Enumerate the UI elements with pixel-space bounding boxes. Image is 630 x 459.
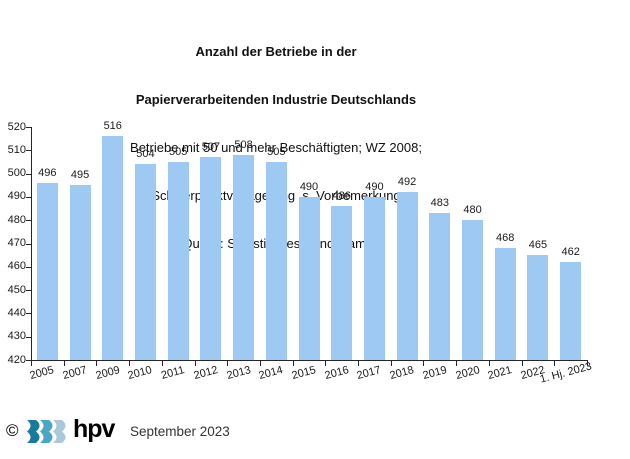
hpv-logo-chevron-1 — [27, 420, 40, 443]
y-tick-mark — [26, 290, 31, 292]
y-tick-mark — [26, 243, 31, 245]
x-tick-mark — [423, 361, 425, 366]
bar — [102, 136, 124, 360]
x-tick-mark — [96, 361, 98, 366]
bar-value-label: 516 — [103, 120, 122, 133]
x-tick-mark — [292, 361, 294, 366]
y-tick-label: 490 — [7, 190, 26, 203]
chart-title-line-1: Anzahl der Betriebe in der — [195, 44, 357, 59]
y-tick-mark — [26, 220, 31, 222]
bar-value-label: 495 — [70, 169, 90, 182]
y-tick-label: 430 — [7, 330, 26, 343]
bar-value-label: 492 — [397, 176, 417, 189]
bar — [429, 213, 451, 360]
y-tick-mark — [26, 150, 31, 152]
bar — [527, 255, 549, 360]
x-tick-mark — [161, 361, 163, 366]
y-tick-label: 500 — [7, 167, 26, 180]
bar — [363, 196, 385, 360]
bar — [462, 220, 484, 360]
bar — [69, 185, 91, 360]
bar-value-label: 505 — [168, 145, 188, 158]
hpv-logo-text: hpv — [73, 415, 115, 443]
bar-value-label: 480 — [463, 204, 482, 217]
bar-value-label: 462 — [561, 246, 580, 259]
x-tick-mark — [456, 361, 458, 366]
bar-value-label: 468 — [496, 232, 515, 245]
bar-value-label: 486 — [332, 190, 351, 203]
x-tick-mark — [554, 361, 556, 366]
bar-value-label: 504 — [136, 148, 155, 161]
chart-title-line-2: Papierverarbeitenden Industrie Deutschla… — [135, 92, 417, 107]
y-tick-label: 510 — [7, 143, 26, 156]
x-tick-mark — [227, 361, 229, 366]
x-tick-mark — [63, 361, 65, 366]
x-tick-mark — [259, 361, 261, 366]
x-tick-mark — [129, 361, 131, 366]
bar — [331, 206, 353, 360]
bar — [36, 182, 58, 360]
bar-value-label: 490 — [365, 180, 384, 193]
x-axis-line — [31, 360, 588, 361]
hpv-logo-icon — [27, 420, 66, 443]
y-tick-mark — [26, 313, 31, 315]
bar-value-label: 508 — [234, 138, 253, 151]
y-tick-mark — [26, 173, 31, 175]
footer-date-label: September 2023 — [130, 424, 230, 439]
bar — [167, 161, 189, 360]
copyright-icon: © — [6, 421, 19, 440]
bar — [233, 154, 255, 360]
bar — [494, 248, 516, 360]
y-tick-mark — [26, 196, 31, 198]
bar-value-label: 465 — [528, 239, 548, 252]
y-tick-mark — [26, 360, 31, 361]
hpv-logo-chevron-3 — [53, 420, 66, 443]
y-tick-label: 470 — [7, 237, 26, 249]
y-tick-mark — [26, 336, 31, 338]
y-tick-label: 460 — [7, 260, 26, 273]
bar-value-label: 490 — [299, 180, 319, 193]
y-tick-label: 420 — [7, 353, 26, 366]
y-tick-label: 480 — [7, 213, 26, 226]
x-tick-mark — [358, 361, 360, 366]
bar — [560, 262, 582, 360]
bar-value-label: 507 — [201, 141, 221, 154]
x-tick-mark — [325, 361, 327, 366]
y-tick-mark — [26, 266, 31, 268]
y-tick-label: 450 — [7, 283, 26, 296]
bar — [298, 196, 320, 360]
bar-value-label: 505 — [267, 145, 286, 158]
x-tick-mark — [31, 361, 32, 366]
x-tick-mark — [521, 361, 523, 366]
y-tick-mark — [26, 127, 31, 128]
x-tick-mark — [587, 361, 588, 366]
y-axis-line — [31, 127, 32, 361]
x-tick-mark — [488, 361, 490, 366]
bar-value-label: 483 — [430, 197, 449, 210]
hpv-logo-chevron-2 — [40, 420, 53, 443]
y-tick-label: 520 — [7, 120, 26, 133]
x-tick-mark — [390, 361, 392, 366]
bar-value-label: 496 — [38, 166, 57, 179]
bar — [265, 161, 287, 360]
bar — [200, 157, 222, 360]
chart-subtitle-line-1: Betriebe mit 50 und mehr Beschäftigten; … — [130, 140, 422, 155]
bar — [396, 192, 418, 360]
x-tick-mark — [194, 361, 196, 366]
bar — [134, 164, 156, 360]
y-tick-label: 440 — [7, 306, 26, 319]
